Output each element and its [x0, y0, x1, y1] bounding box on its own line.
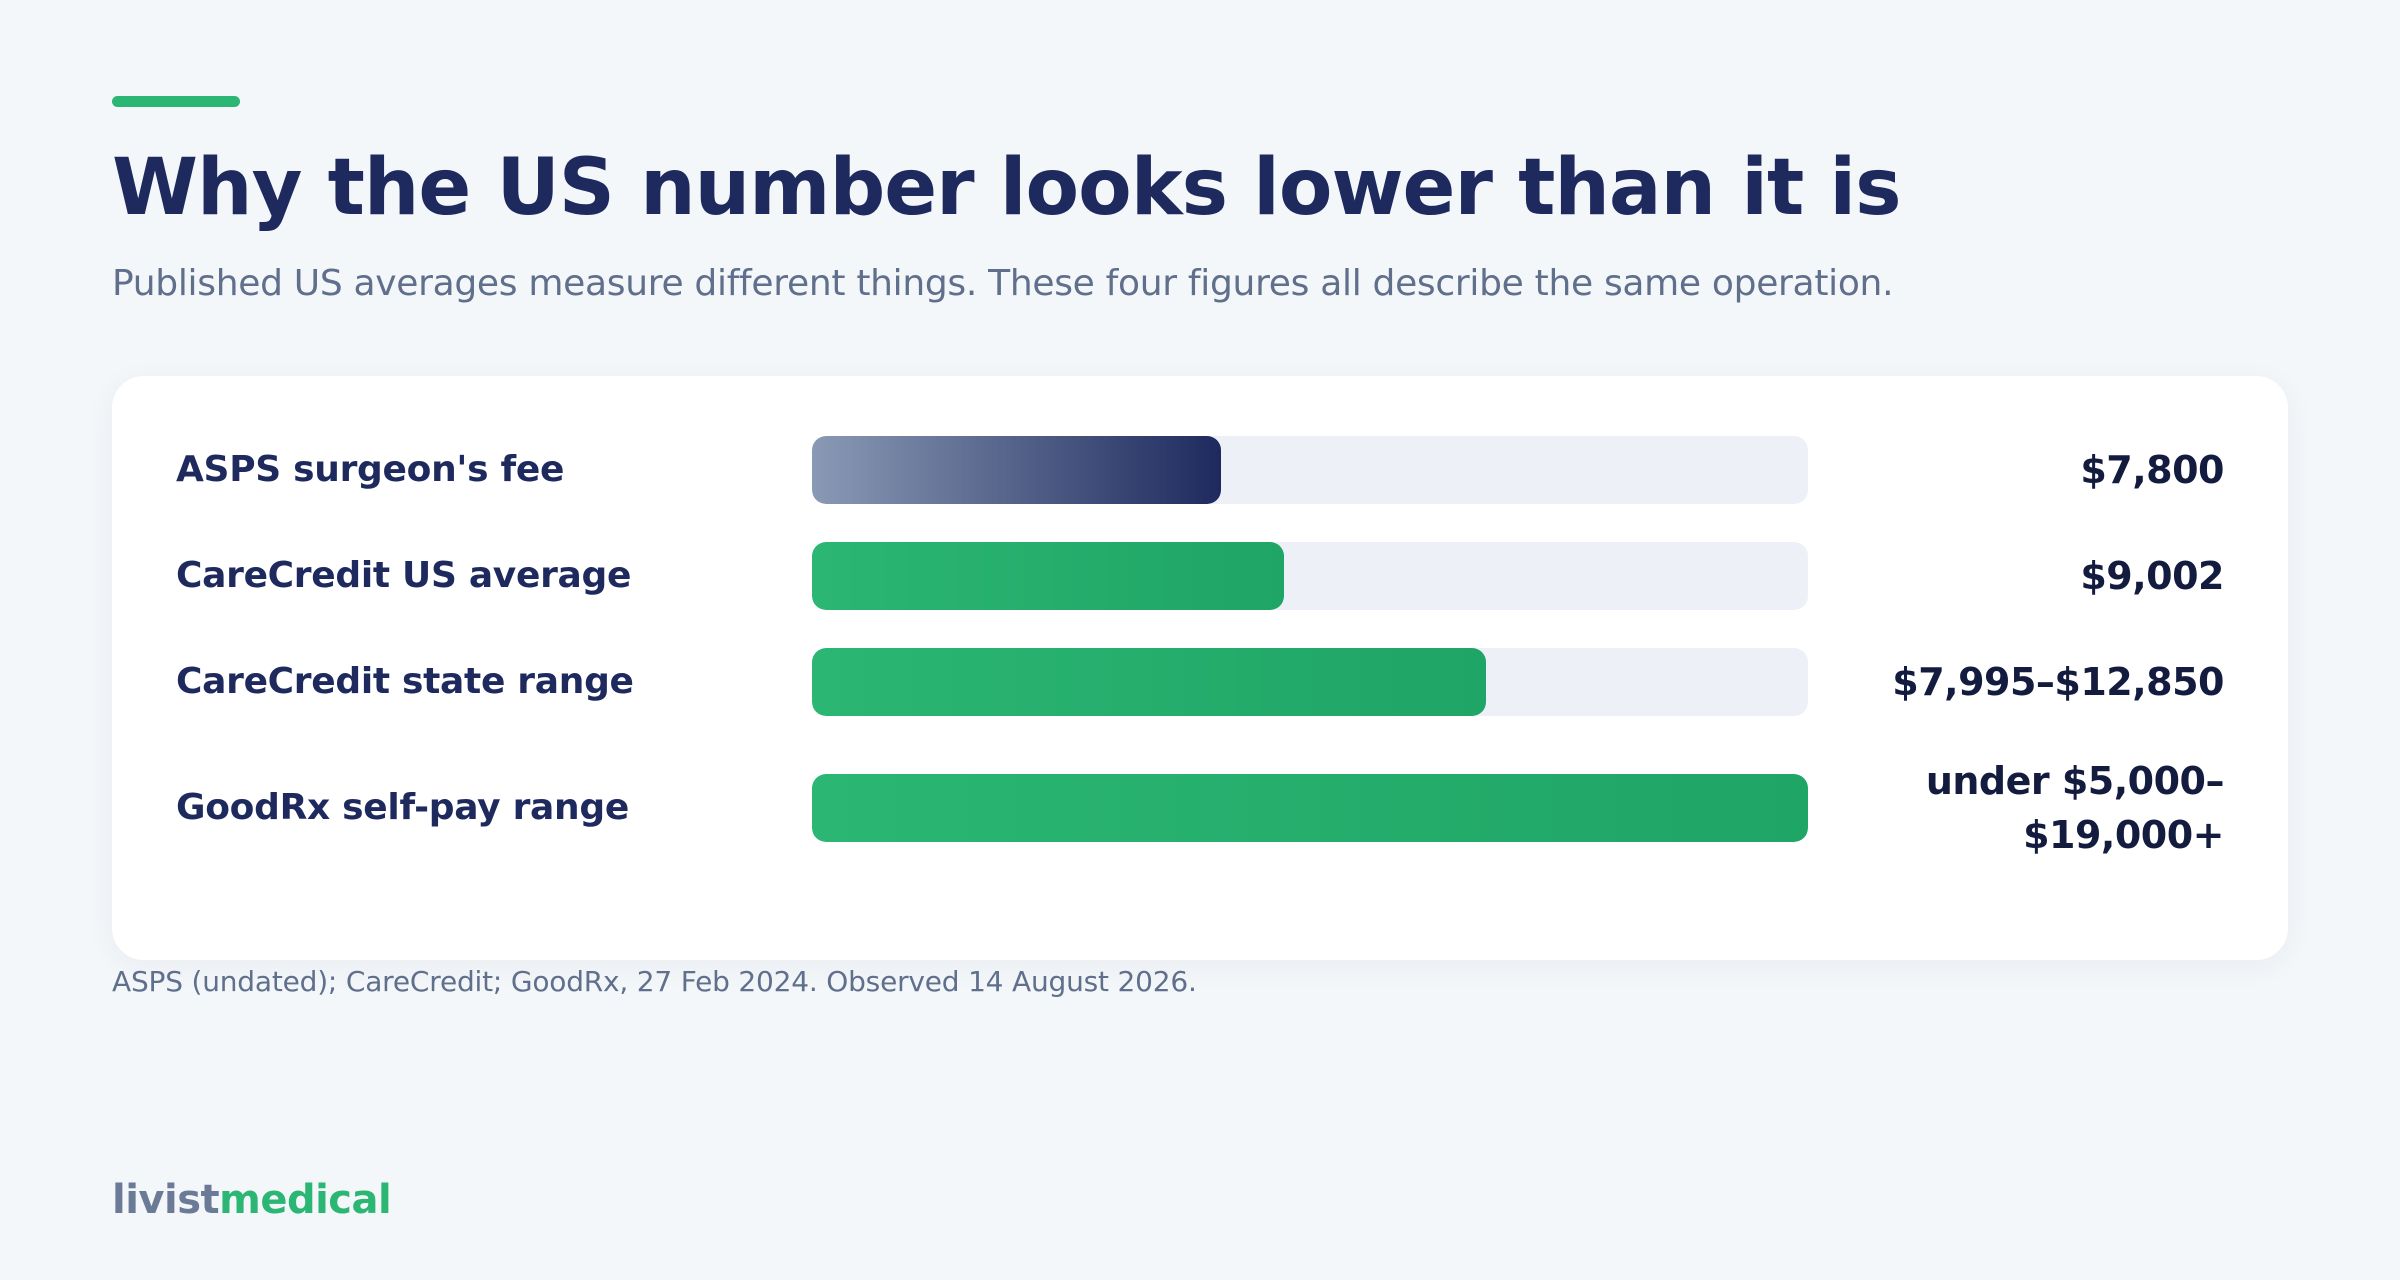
bar-value-goodrx: under $5,000– $19,000+: [1925, 759, 2225, 857]
chart-card: ASPS surgeon's fee $7,800 CareCredit US …: [112, 376, 2288, 960]
bar-track-goodrx: [812, 774, 1808, 842]
bar-track-carecredit-state-range: [812, 648, 1808, 716]
bar-row-carecredit-average: CareCredit US average $9,002: [112, 542, 2288, 610]
bar-row-carecredit-state-range: CareCredit state range $7,995–$12,850: [112, 648, 2288, 716]
source-note: ASPS (undated); CareCredit; GoodRx, 27 F…: [112, 965, 1197, 998]
title-accent-bar: [112, 96, 240, 107]
bar-label-goodrx: GoodRx self-pay range: [176, 787, 629, 828]
page-title: Why the US number looks lower than it is: [112, 143, 1902, 233]
bar-row-goodrx: GoodRx self-pay range under $5,000– $19,…: [112, 759, 2288, 857]
bar-track-asps: [812, 436, 1808, 504]
bar-fill-carecredit-state-range: [812, 648, 1486, 716]
brand-logo-part1: livist: [112, 1177, 220, 1223]
bar-value-asps: $7,800: [2080, 448, 2224, 492]
page-subtitle: Published US averages measure different …: [112, 263, 1894, 304]
bar-fill-goodrx: [812, 774, 1808, 842]
bar-fill-asps: [812, 436, 1221, 504]
bar-label-asps: ASPS surgeon's fee: [176, 449, 565, 490]
bar-label-carecredit-state-range: CareCredit state range: [176, 661, 634, 702]
brand-logo-part2: medical: [219, 1177, 392, 1223]
brand-logo: livistmedical: [112, 1172, 392, 1228]
bar-label-carecredit-average: CareCredit US average: [176, 555, 632, 596]
bar-fill-carecredit-average: [812, 542, 1284, 610]
bar-track-carecredit-average: [812, 542, 1808, 610]
bar-value-carecredit-state-range: $7,995–$12,850: [1892, 660, 2224, 704]
bar-value-carecredit-average: $9,002: [2080, 554, 2224, 598]
bar-row-asps: ASPS surgeon's fee $7,800: [112, 436, 2288, 504]
